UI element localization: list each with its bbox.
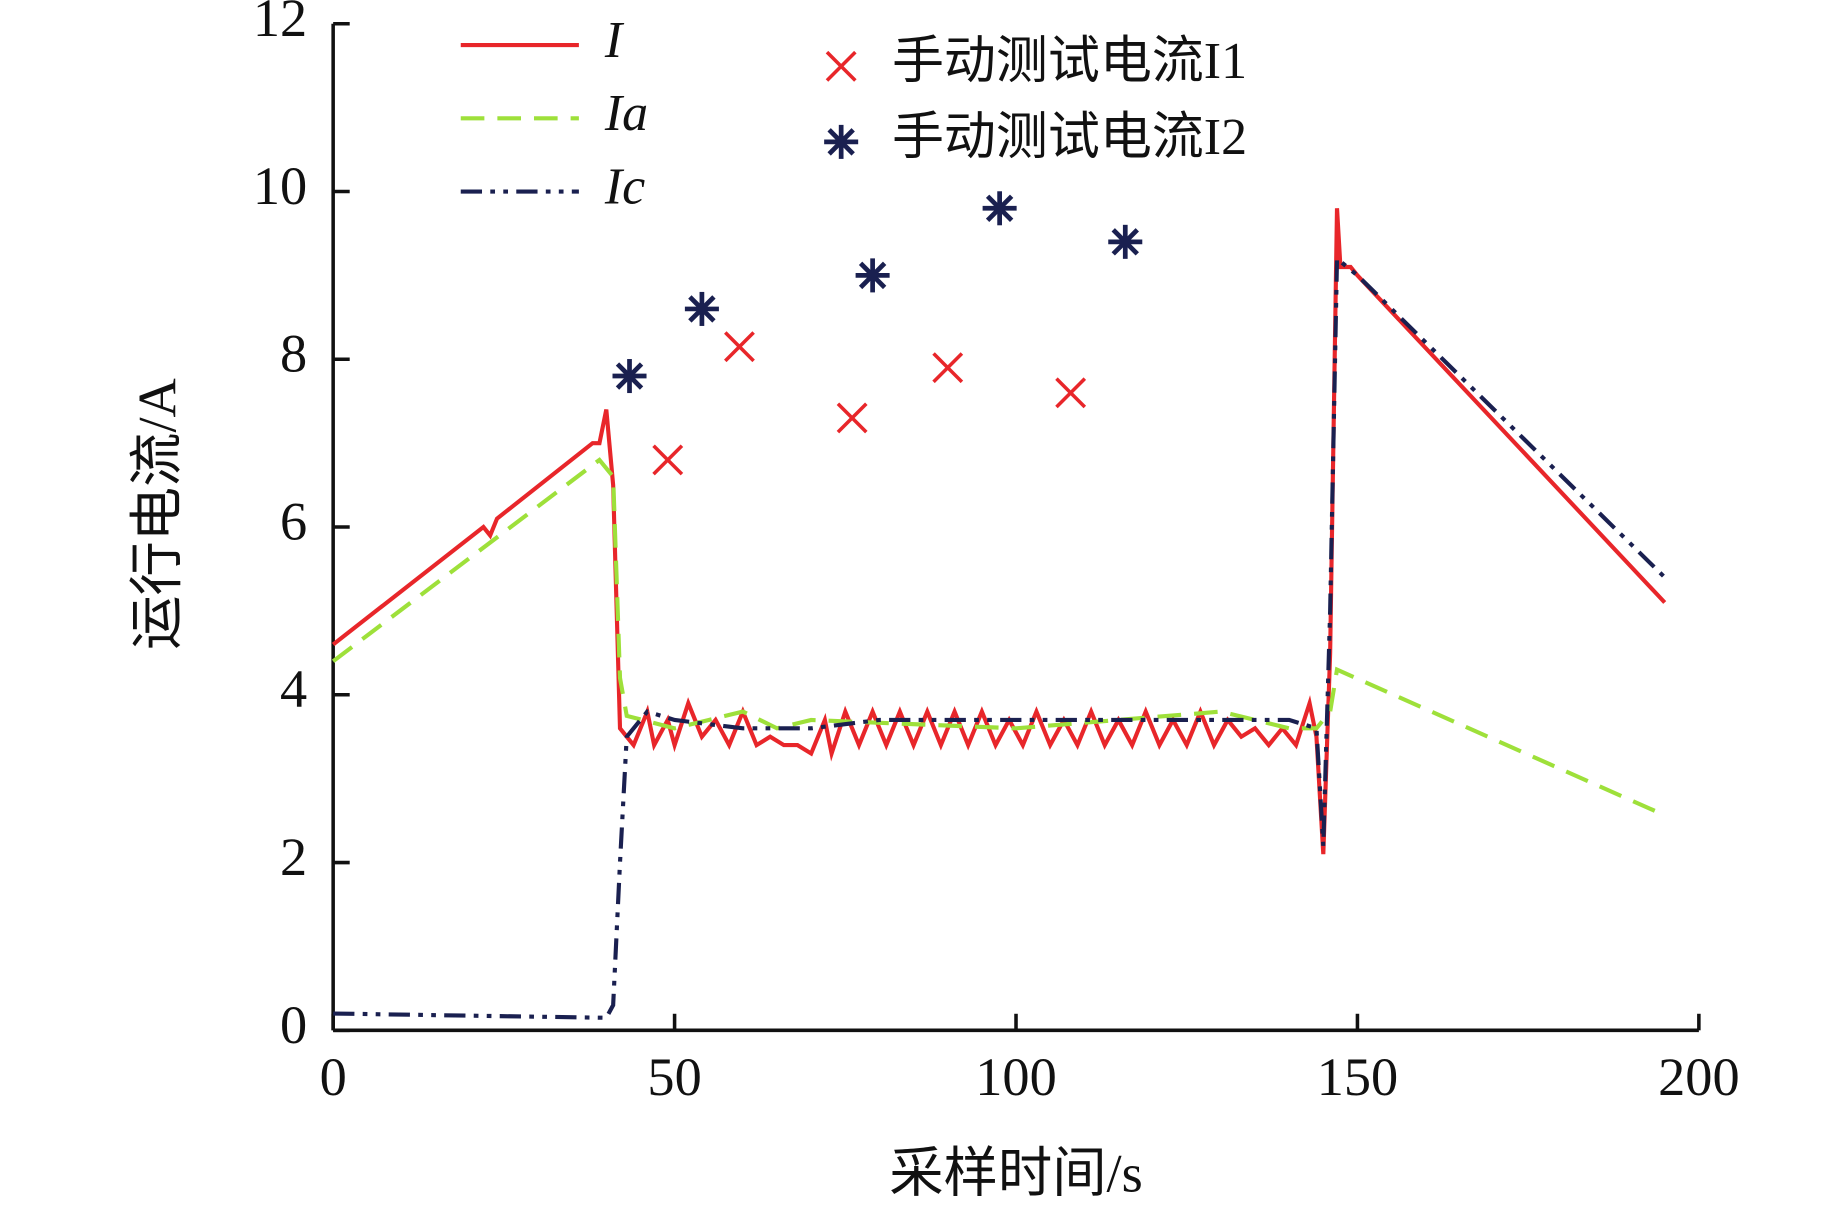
marker-stroke	[858, 261, 887, 290]
legend-label: 手动测试电流I2	[892, 109, 1247, 166]
y-tick-label: 10	[253, 156, 307, 216]
marker-stroke	[1055, 377, 1087, 409]
x-marker	[1055, 377, 1087, 409]
marker-stroke	[652, 444, 684, 476]
line-series	[331, 208, 1667, 855]
marker-stroke	[827, 128, 855, 156]
marker-stroke	[1111, 228, 1139, 256]
line-series	[333, 254, 1667, 1020]
y-tick-label: 4	[280, 659, 307, 719]
star-marker	[824, 124, 859, 159]
y-tick-label: 6	[280, 491, 307, 551]
x-marker	[724, 331, 755, 363]
marker-stroke	[615, 362, 644, 390]
x-marker	[836, 402, 868, 434]
marker-stroke	[688, 295, 716, 323]
x-marker	[932, 352, 964, 384]
y-tick-label: 8	[280, 324, 307, 384]
y-tick-label: 0	[280, 995, 307, 1055]
x-axis-label: 采样时间/s	[889, 1144, 1143, 1204]
star-marker	[612, 359, 647, 394]
marker-stroke	[932, 352, 964, 384]
marker-stroke	[724, 331, 755, 363]
x-marker	[652, 444, 684, 476]
y-axis-label: 运行电流/A	[128, 378, 188, 650]
star-marker	[1108, 224, 1143, 259]
star-marker	[855, 258, 890, 293]
legend-label: I	[604, 12, 625, 69]
star-marker	[684, 291, 719, 326]
x-tick-label: 100	[975, 1047, 1056, 1107]
x-tick-label: 150	[1317, 1047, 1399, 1107]
marker-stroke	[836, 402, 868, 434]
y-tick-label: 12	[253, 0, 307, 48]
legend-label: Ia	[604, 85, 648, 142]
marker-stroke	[825, 50, 857, 82]
x-marker	[825, 50, 857, 82]
legend-label: Ic	[604, 158, 645, 215]
legend-label: 手动测试电流I1	[892, 33, 1247, 90]
line-series	[331, 457, 1659, 815]
star-marker	[982, 191, 1017, 226]
x-tick-label: 50	[647, 1047, 701, 1107]
x-tick-label: 0	[320, 1047, 347, 1107]
x-tick-label: 200	[1658, 1047, 1740, 1107]
marker-stroke	[985, 194, 1014, 222]
y-tick-label: 2	[280, 827, 307, 887]
